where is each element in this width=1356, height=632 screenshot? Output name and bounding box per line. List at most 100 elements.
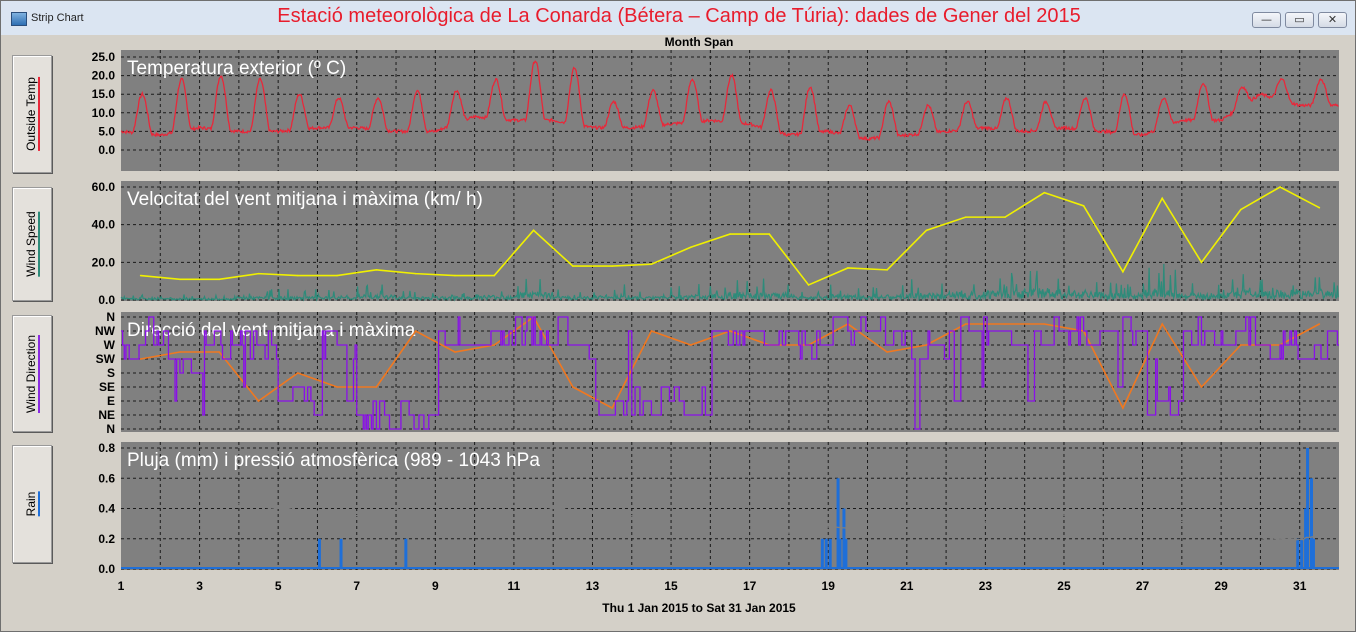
wind-y-tick: 40.0 [92, 218, 116, 232]
dir-max-point [375, 386, 378, 388]
wind-y-tick: 20.0 [92, 255, 116, 269]
rain-bar [1309, 478, 1313, 569]
dir-max-point [689, 344, 692, 346]
chart-subtitle: Month Span [664, 35, 734, 49]
rain-button[interactable]: Rain [12, 445, 52, 563]
wind-panel-title: Velocitat del vent mitjana i màxima (km/… [127, 189, 483, 210]
maximize-icon: ▭ [1294, 13, 1305, 26]
wind-max-point [454, 274, 456, 277]
wind-max-point [1004, 216, 1006, 218]
dir-y-tick: SE [99, 380, 115, 394]
wind-max-point [611, 265, 613, 267]
dir-max-point [139, 358, 142, 360]
x-tick-label: 7 [353, 579, 360, 593]
wind-max-point [1082, 205, 1085, 207]
minimize-icon: — [1261, 13, 1272, 26]
dir-max-point [1200, 386, 1203, 388]
pressure-series-line [120, 498, 1336, 541]
x-tick-label: 27 [1136, 579, 1150, 593]
rain-bar [824, 538, 828, 569]
wind-max-point [1318, 206, 1321, 209]
dir-max-point [493, 344, 496, 346]
rain-y-tick: 0.2 [98, 532, 115, 546]
wind-y-tick: 0.0 [98, 293, 115, 307]
wind-max-point [650, 263, 653, 266]
rain-bar [1304, 508, 1308, 569]
rain-bar [1306, 448, 1310, 569]
x-tick-label: 13 [586, 579, 600, 593]
wind-direction-average-series-line [121, 316, 1339, 430]
temp-y-tick: 25.0 [92, 50, 116, 64]
temperature-series-line [120, 60, 1339, 142]
close-icon: ✕ [1327, 13, 1338, 26]
rain-bar [842, 508, 846, 569]
wind-max-point [179, 278, 181, 281]
wind-max-point [1200, 261, 1203, 264]
app-name: Strip Chart [31, 12, 84, 24]
strip-chart-icon [11, 12, 27, 26]
x-tick-label: 17 [743, 579, 757, 593]
wind-max-point [572, 265, 574, 267]
dir-y-tick: N [106, 310, 115, 324]
x-range-label: Thu 1 Jan 2015 to Sat 31 Jan 2015 [602, 601, 796, 615]
rain-bar [1300, 538, 1304, 569]
wind-max-point [1161, 197, 1163, 200]
dir-max-point [925, 344, 928, 346]
dir-y-tick: E [107, 394, 115, 408]
rain-bar [844, 538, 848, 569]
wind-average-series-line [120, 263, 1339, 302]
dir-max-point [886, 351, 888, 353]
wind-max-point [729, 233, 731, 235]
rain-y-tick: 0.4 [98, 502, 115, 516]
wind-max-point [964, 216, 967, 218]
temp-plot-area [121, 50, 1339, 171]
x-tick-label: 3 [196, 579, 203, 593]
close-button[interactable]: ✕ [1318, 12, 1347, 28]
x-tick-label: 5 [275, 579, 282, 593]
dir-max-point [1004, 323, 1006, 325]
wind-max-point [297, 274, 299, 277]
wind-plot-area [121, 181, 1339, 301]
x-tick-label: 11 [508, 579, 521, 593]
dir-max-point [414, 330, 417, 332]
minimize-button[interactable]: — [1252, 12, 1281, 28]
wind-max-point [375, 269, 378, 271]
dir-y-tick: NW [95, 324, 116, 338]
temp-y-tick: 5.0 [98, 124, 115, 138]
outside-temp-button[interactable]: Outside Temp [12, 55, 52, 173]
dir-y-tick: SW [96, 352, 116, 366]
wind-max-point [493, 274, 496, 277]
dir-max-point [297, 372, 299, 374]
dir-max-point [650, 330, 653, 332]
title-bar: Strip Chart Estació meteorològica de La … [1, 1, 1355, 35]
x-tick-label: 15 [664, 579, 678, 593]
dir-max-point [218, 351, 221, 353]
dir-max-point [1318, 323, 1321, 325]
temp-y-tick: 15.0 [92, 87, 116, 101]
dir-max-point [1239, 344, 1242, 346]
rain-panel-title: Pluja (mm) i pressió atmosfèrica (989 - … [127, 450, 540, 471]
wind-max-point [532, 229, 535, 232]
rain-bar [1296, 538, 1300, 569]
wind-direction-button[interactable]: Wind Direction [12, 315, 52, 432]
x-tick-label: 25 [1057, 579, 1071, 593]
wind-max-point [414, 272, 417, 275]
x-tick-label: 9 [432, 579, 439, 593]
maximize-button[interactable]: ▭ [1285, 12, 1314, 28]
rain-bar [838, 538, 842, 569]
dir-max-point [336, 386, 338, 388]
wind-max-point [689, 246, 692, 249]
wind-speed-button[interactable]: Wind Speed [12, 187, 52, 301]
rain-bar [317, 538, 321, 569]
x-tick-label: 31 [1293, 579, 1307, 593]
rain-bar [404, 538, 408, 569]
rain-plot-area [121, 442, 1339, 570]
wind-max-point [1239, 208, 1242, 211]
x-tick-label: 1 [118, 579, 125, 593]
x-tick-label: 19 [822, 579, 836, 593]
dir-max-point [257, 400, 260, 402]
wind-max-point [847, 267, 849, 269]
dir-y-tick: S [107, 366, 115, 380]
